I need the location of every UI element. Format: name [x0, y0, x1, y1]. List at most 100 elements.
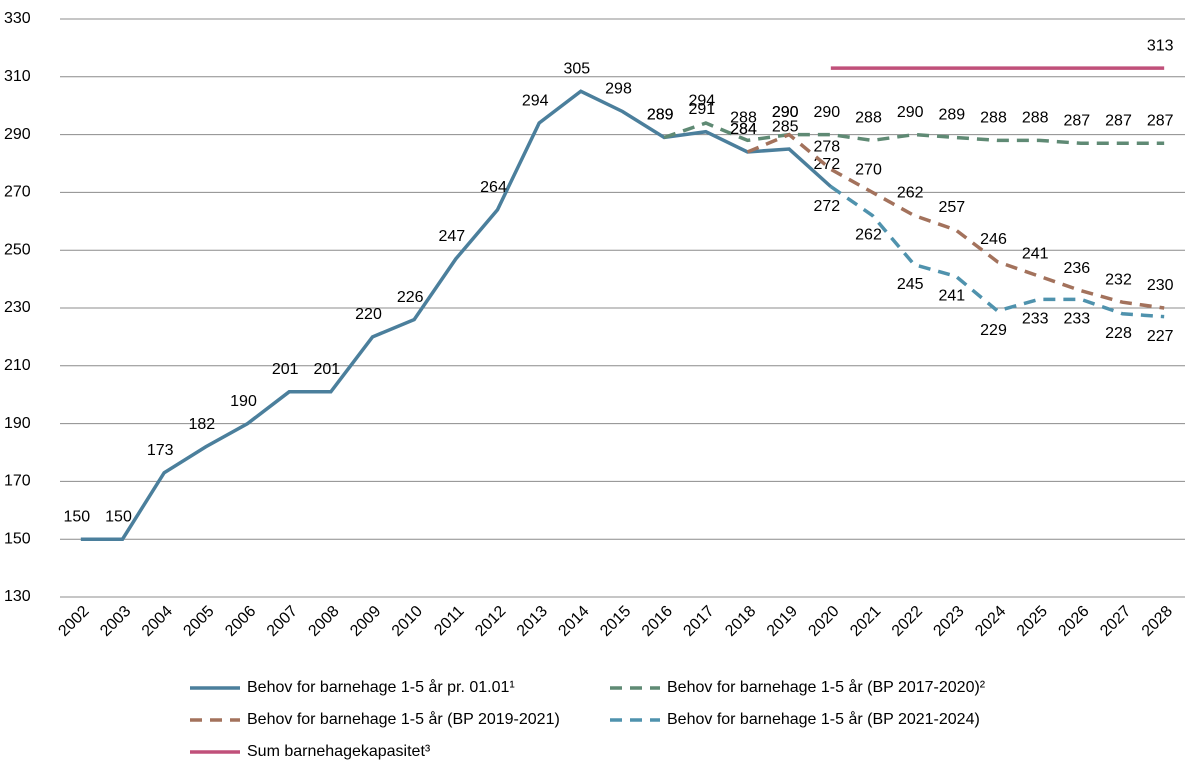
x-tick-label: 2024: [972, 603, 1009, 640]
legend-label: Behov for barnehage 1-5 år (BP 2017-2020…: [667, 678, 986, 696]
x-tick-label: 2020: [805, 603, 842, 640]
data-label: 150: [63, 508, 90, 525]
data-label: 290: [772, 104, 799, 121]
data-label: 287: [1105, 112, 1132, 129]
x-tick-label: 2022: [889, 603, 926, 640]
data-label: 226: [397, 289, 424, 306]
data-label: 298: [605, 81, 632, 98]
series-line: [80, 89, 833, 541]
data-label: 289: [647, 107, 674, 124]
data-label: 287: [1147, 112, 1174, 129]
data-label: 201: [272, 361, 299, 378]
data-label: 290: [772, 104, 799, 121]
data-label: 264: [480, 179, 507, 196]
x-tick-label: 2028: [1139, 603, 1176, 640]
data-label: 288: [730, 110, 757, 127]
data-label: 288: [855, 110, 882, 127]
data-label: 294: [522, 92, 549, 109]
x-tick-label: 2007: [264, 603, 301, 640]
data-label: 229: [980, 322, 1007, 339]
series-line: [746, 132, 1165, 310]
x-tick-label: 2027: [1097, 603, 1134, 640]
x-tick-label: 2014: [555, 603, 592, 640]
y-tick-label: 230: [4, 299, 31, 316]
data-label: 262: [897, 185, 924, 202]
x-tick-label: 2025: [1014, 603, 1051, 640]
x-tick-label: 2004: [139, 603, 176, 640]
data-label: 284: [730, 121, 757, 138]
data-label: 190: [230, 393, 257, 410]
x-tick-label: 2018: [722, 603, 759, 640]
y-tick-label: 270: [4, 184, 31, 201]
y-tick-label: 150: [4, 530, 31, 547]
data-label: 290: [813, 104, 840, 121]
x-tick-label: 2008: [305, 603, 342, 640]
data-label: 290: [897, 104, 924, 121]
x-tick-label: 2019: [764, 603, 801, 640]
data-label: 289: [938, 107, 965, 124]
data-label: 287: [1063, 112, 1090, 129]
y-tick-label: 310: [4, 68, 31, 85]
data-label: 278: [813, 138, 840, 155]
data-label: 241: [1022, 245, 1049, 262]
legend-label: Behov for barnehage 1-5 år (BP 2019-2021…: [247, 710, 560, 728]
data-label: 246: [980, 231, 1007, 248]
y-tick-label: 170: [4, 473, 31, 490]
data-label: 285: [772, 118, 799, 135]
x-tick-label: 2021: [847, 603, 884, 640]
x-tick-label: 2017: [680, 603, 717, 640]
data-label: 270: [855, 162, 882, 179]
data-label: 232: [1105, 271, 1132, 288]
y-tick-label: 130: [4, 588, 31, 605]
data-label: 288: [1022, 110, 1049, 127]
data-label: 233: [1022, 311, 1049, 328]
x-tick-label: 2012: [472, 603, 509, 640]
x-tick-label: 2006: [222, 603, 259, 640]
data-label: 173: [147, 442, 174, 459]
data-label: 236: [1063, 260, 1090, 277]
x-tick-label: 2009: [347, 603, 384, 640]
y-tick-label: 330: [4, 10, 31, 27]
x-tick-label: 2005: [180, 603, 217, 640]
y-tick-label: 190: [4, 415, 31, 432]
data-label: 262: [855, 227, 882, 244]
y-tick-label: 210: [4, 357, 31, 374]
data-label: 247: [438, 228, 465, 245]
data-label: 241: [938, 287, 965, 304]
legend-label: Behov for barnehage 1-5 år pr. 01.01¹: [247, 678, 515, 696]
data-label: 233: [1063, 311, 1090, 328]
x-tick-label: 2010: [389, 603, 426, 640]
series-line: [829, 185, 1165, 319]
data-label: 230: [1147, 277, 1174, 294]
data-label: 291: [688, 101, 715, 118]
x-tick-label: 2011: [431, 603, 467, 639]
data-label: 272: [813, 198, 840, 215]
x-tick-label: 2023: [930, 603, 967, 640]
data-label: 289: [647, 107, 674, 124]
data-label: 228: [1105, 325, 1132, 342]
data-label: 227: [1147, 328, 1174, 345]
series-line: [663, 121, 1165, 146]
data-label: 294: [688, 92, 715, 109]
data-label: 288: [980, 110, 1007, 127]
data-label: 245: [897, 276, 924, 293]
data-label: 305: [563, 60, 590, 77]
data-label: 284: [730, 121, 757, 138]
data-label: 257: [938, 199, 965, 216]
x-tick-label: 2002: [55, 603, 92, 640]
data-label: 220: [355, 306, 382, 323]
data-label: 201: [313, 361, 340, 378]
x-tick-label: 2013: [514, 603, 551, 640]
y-tick-label: 250: [4, 241, 31, 258]
legend-label: Sum barnehagekapasitet³: [247, 743, 431, 760]
x-tick-label: 2026: [1055, 603, 1092, 640]
x-tick-label: 2016: [639, 603, 676, 640]
data-label: 313: [1147, 37, 1174, 54]
x-tick-label: 2015: [597, 603, 634, 640]
data-label: 150: [105, 508, 132, 525]
legend-label: Behov for barnehage 1-5 år (BP 2021-2024…: [667, 710, 980, 728]
x-tick-label: 2003: [97, 603, 134, 640]
y-tick-label: 290: [4, 126, 31, 143]
data-label: 182: [188, 416, 215, 433]
